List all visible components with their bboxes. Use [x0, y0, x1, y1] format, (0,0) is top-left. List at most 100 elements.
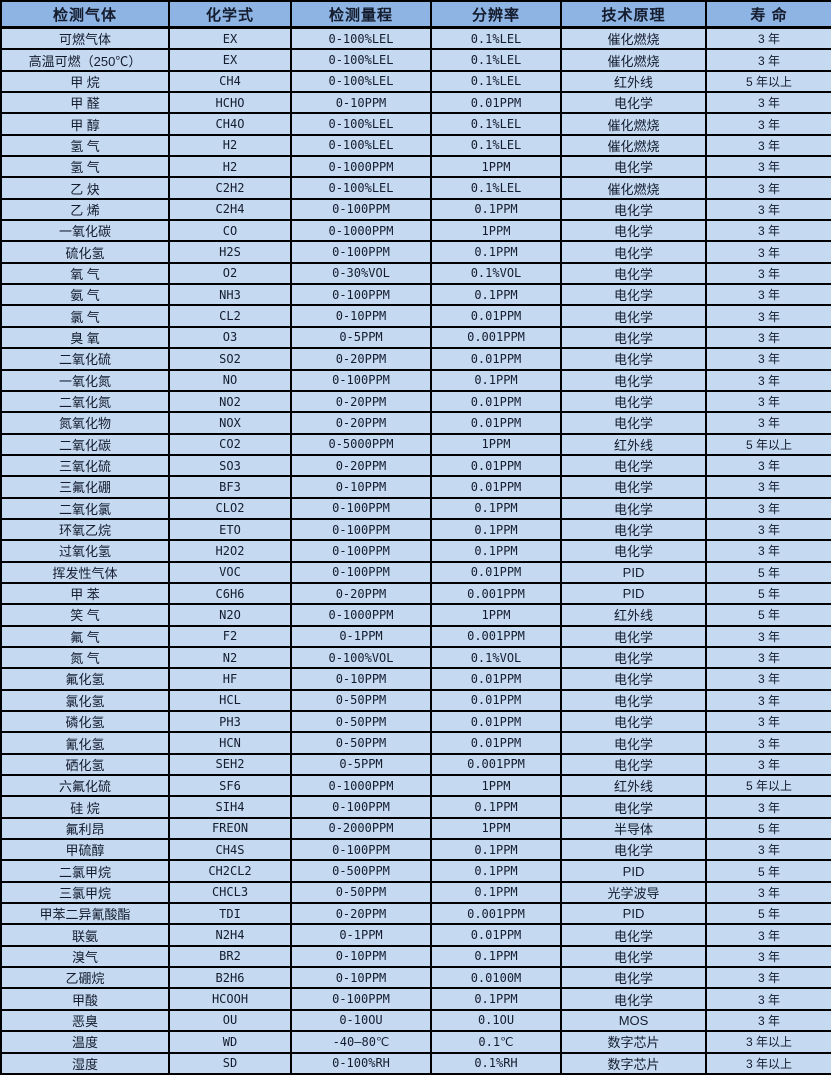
table-row: 三氧化硫 SO3 0-20PPM 0.01PPM 电化学 3 年 [0, 453, 831, 478]
table-row: 环氧乙烷 ETO 0-100PPM 0.1PPM 电化学 3 年 [0, 517, 831, 542]
cell-resolution: 0.1%RH [430, 1051, 562, 1075]
cell-principle: 电化学 [560, 453, 707, 478]
cell-formula: HCHO [168, 91, 292, 115]
cell-principle: 电化学 [560, 155, 707, 179]
cell-lifespan: 5 年 [705, 581, 831, 606]
cell-lifespan: 5 年 [705, 816, 831, 841]
cell-principle: 电化学 [560, 240, 707, 264]
cell-principle: 电化学 [560, 688, 707, 713]
cell-lifespan: 3 年 [705, 26, 831, 51]
cell-resolution: 0.0100M [430, 966, 562, 990]
cell-resolution: 0.01PPM [430, 347, 562, 371]
cell-range: 0-100PPM [290, 987, 432, 1011]
cell-formula: PH3 [168, 709, 292, 734]
cell-range: 0-100PPM [290, 560, 432, 584]
cell-resolution: 0.1%LEL [430, 176, 562, 200]
cell-lifespan: 3 年 [705, 944, 831, 969]
table-row: 硅 烷 SIH4 0-100PPM 0.1PPM 电化学 3 年 [0, 795, 831, 819]
cell-gas: 硒化氢 [0, 752, 170, 777]
cell-formula: O2 [168, 261, 292, 286]
cell-range: 0-1PPM [290, 624, 432, 648]
cell-principle: 数字芯片 [560, 1030, 707, 1054]
table-row: 甲 醇 CH4O 0-100%LEL 0.1%LEL 催化燃烧 3 年 [0, 112, 831, 136]
table-row: 溴气 BR2 0-10PPM 0.1PPM 电化学 3 年 [0, 944, 831, 969]
cell-formula: BR2 [168, 944, 292, 969]
cell-gas: 三氟化硼 [0, 475, 170, 499]
table-header: 检测气体 化学式 检测量程 分辨率 技术原理寿 命 [0, 0, 831, 29]
cell-resolution: 0.1PPM [430, 197, 562, 222]
cell-formula: ETO [168, 517, 292, 542]
cell-gas: 温度 [0, 1030, 170, 1054]
cell-range: 0-20PPM [290, 453, 432, 478]
cell-principle: MOS [560, 1008, 707, 1033]
cell-resolution: 1PPM [430, 816, 562, 841]
cell-gas: 氢 气 [0, 133, 170, 158]
cell-gas: 甲 醇 [0, 112, 170, 136]
cell-range: 0-5PPM [290, 752, 432, 777]
cell-gas: 二氧化氯 [0, 496, 170, 520]
table-row: 乙 烯 C2H4 0-100PPM 0.1PPM 电化学 3 年 [0, 197, 831, 222]
cell-lifespan: 3 年 [705, 667, 831, 691]
cell-lifespan: 3 年 [705, 645, 831, 670]
cell-resolution: 0.01PPM [430, 731, 562, 755]
cell-gas: 氯化氢 [0, 688, 170, 713]
cell-resolution: 0.1PPM [430, 944, 562, 969]
cell-formula: CHCL3 [168, 880, 292, 905]
cell-resolution: 0.1%LEL [430, 48, 562, 72]
cell-lifespan: 3 年 [705, 752, 831, 777]
cell-lifespan: 3 年 [705, 923, 831, 947]
cell-range: 0-100%RH [290, 1051, 432, 1075]
cell-range: 0-50PPM [290, 709, 432, 734]
cell-range: 0-10PPM [290, 91, 432, 115]
table-row: 三氟化硼 BF3 0-10PPM 0.01PPM 电化学 3 年 [0, 475, 831, 499]
cell-lifespan: 3 年 [705, 219, 831, 243]
cell-principle: 电化学 [560, 325, 707, 350]
cell-formula: C6H6 [168, 581, 292, 606]
cell-gas: 湿度 [0, 1051, 170, 1075]
cell-resolution: 0.1%LEL [430, 26, 562, 51]
cell-resolution: 1PPM [430, 155, 562, 179]
cell-principle: 电化学 [560, 709, 707, 734]
table-row: 氟化氢 HF 0-10PPM 0.01PPM 电化学 3 年 [0, 667, 831, 691]
cell-lifespan: 3 年 [705, 688, 831, 713]
cell-lifespan: 5 年以上 [705, 774, 831, 798]
cell-principle: 催化燃烧 [560, 26, 707, 51]
table-body: 可燃气体 EX 0-100%LEL 0.1%LEL 催化燃烧 3 年高温可燃（250℃） E… [0, 26, 831, 1075]
cell-principle: 电化学 [560, 731, 707, 755]
cell-lifespan: 5 年以上 [705, 69, 831, 94]
cell-resolution: 0.1PPM [430, 368, 562, 392]
cell-lifespan: 3 年 [705, 411, 831, 435]
cell-lifespan: 3 年以上 [705, 1051, 831, 1075]
cell-formula: C2H4 [168, 197, 292, 222]
cell-lifespan: 5 年以上 [705, 432, 831, 456]
cell-principle: 电化学 [560, 475, 707, 499]
cell-gas: 二氧化碳 [0, 432, 170, 456]
cell-gas: 甲 苯 [0, 581, 170, 606]
cell-formula: HCL [168, 688, 292, 713]
cell-formula: SO2 [168, 347, 292, 371]
cell-range: 0-5PPM [290, 325, 432, 350]
cell-range: 0-100%LEL [290, 48, 432, 72]
cell-principle: 红外线 [560, 69, 707, 94]
cell-resolution: 0.1PPM [430, 517, 562, 542]
cell-principle: 电化学 [560, 645, 707, 670]
cell-formula: NOX [168, 411, 292, 435]
cell-principle: 催化燃烧 [560, 133, 707, 158]
table-row: 硫化氢 H2S 0-100PPM 0.1PPM 电化学 3 年 [0, 240, 831, 264]
table-row: 甲 醛 HCHO 0-10PPM 0.01PPM 电化学 3 年 [0, 91, 831, 115]
cell-lifespan: 3 年 [705, 539, 831, 563]
cell-resolution: 0.1PPM [430, 838, 562, 862]
cell-lifespan: 3 年 [705, 368, 831, 392]
table-row: 乙 炔 C2H2 0-100%LEL 0.1%LEL 催化燃烧 3 年 [0, 176, 831, 200]
table-row: 六氟化硫 SF6 0-1000PPM 1PPM 红外线 5 年以上 [0, 774, 831, 798]
cell-lifespan: 3 年 [705, 176, 831, 200]
cell-principle: 半导体 [560, 816, 707, 841]
cell-formula: SEH2 [168, 752, 292, 777]
table-row: 氰化氢 HCN 0-50PPM 0.01PPM 电化学 3 年 [0, 731, 831, 755]
table-row: 挥发性气体 VOC 0-100PPM 0.01PPM PID 5 年 [0, 560, 831, 584]
cell-principle: 电化学 [560, 389, 707, 414]
column-header-resolution: 分辨率 [430, 0, 562, 29]
cell-range: 0-10PPM [290, 475, 432, 499]
cell-formula: CLO2 [168, 496, 292, 520]
cell-principle: 电化学 [560, 624, 707, 648]
